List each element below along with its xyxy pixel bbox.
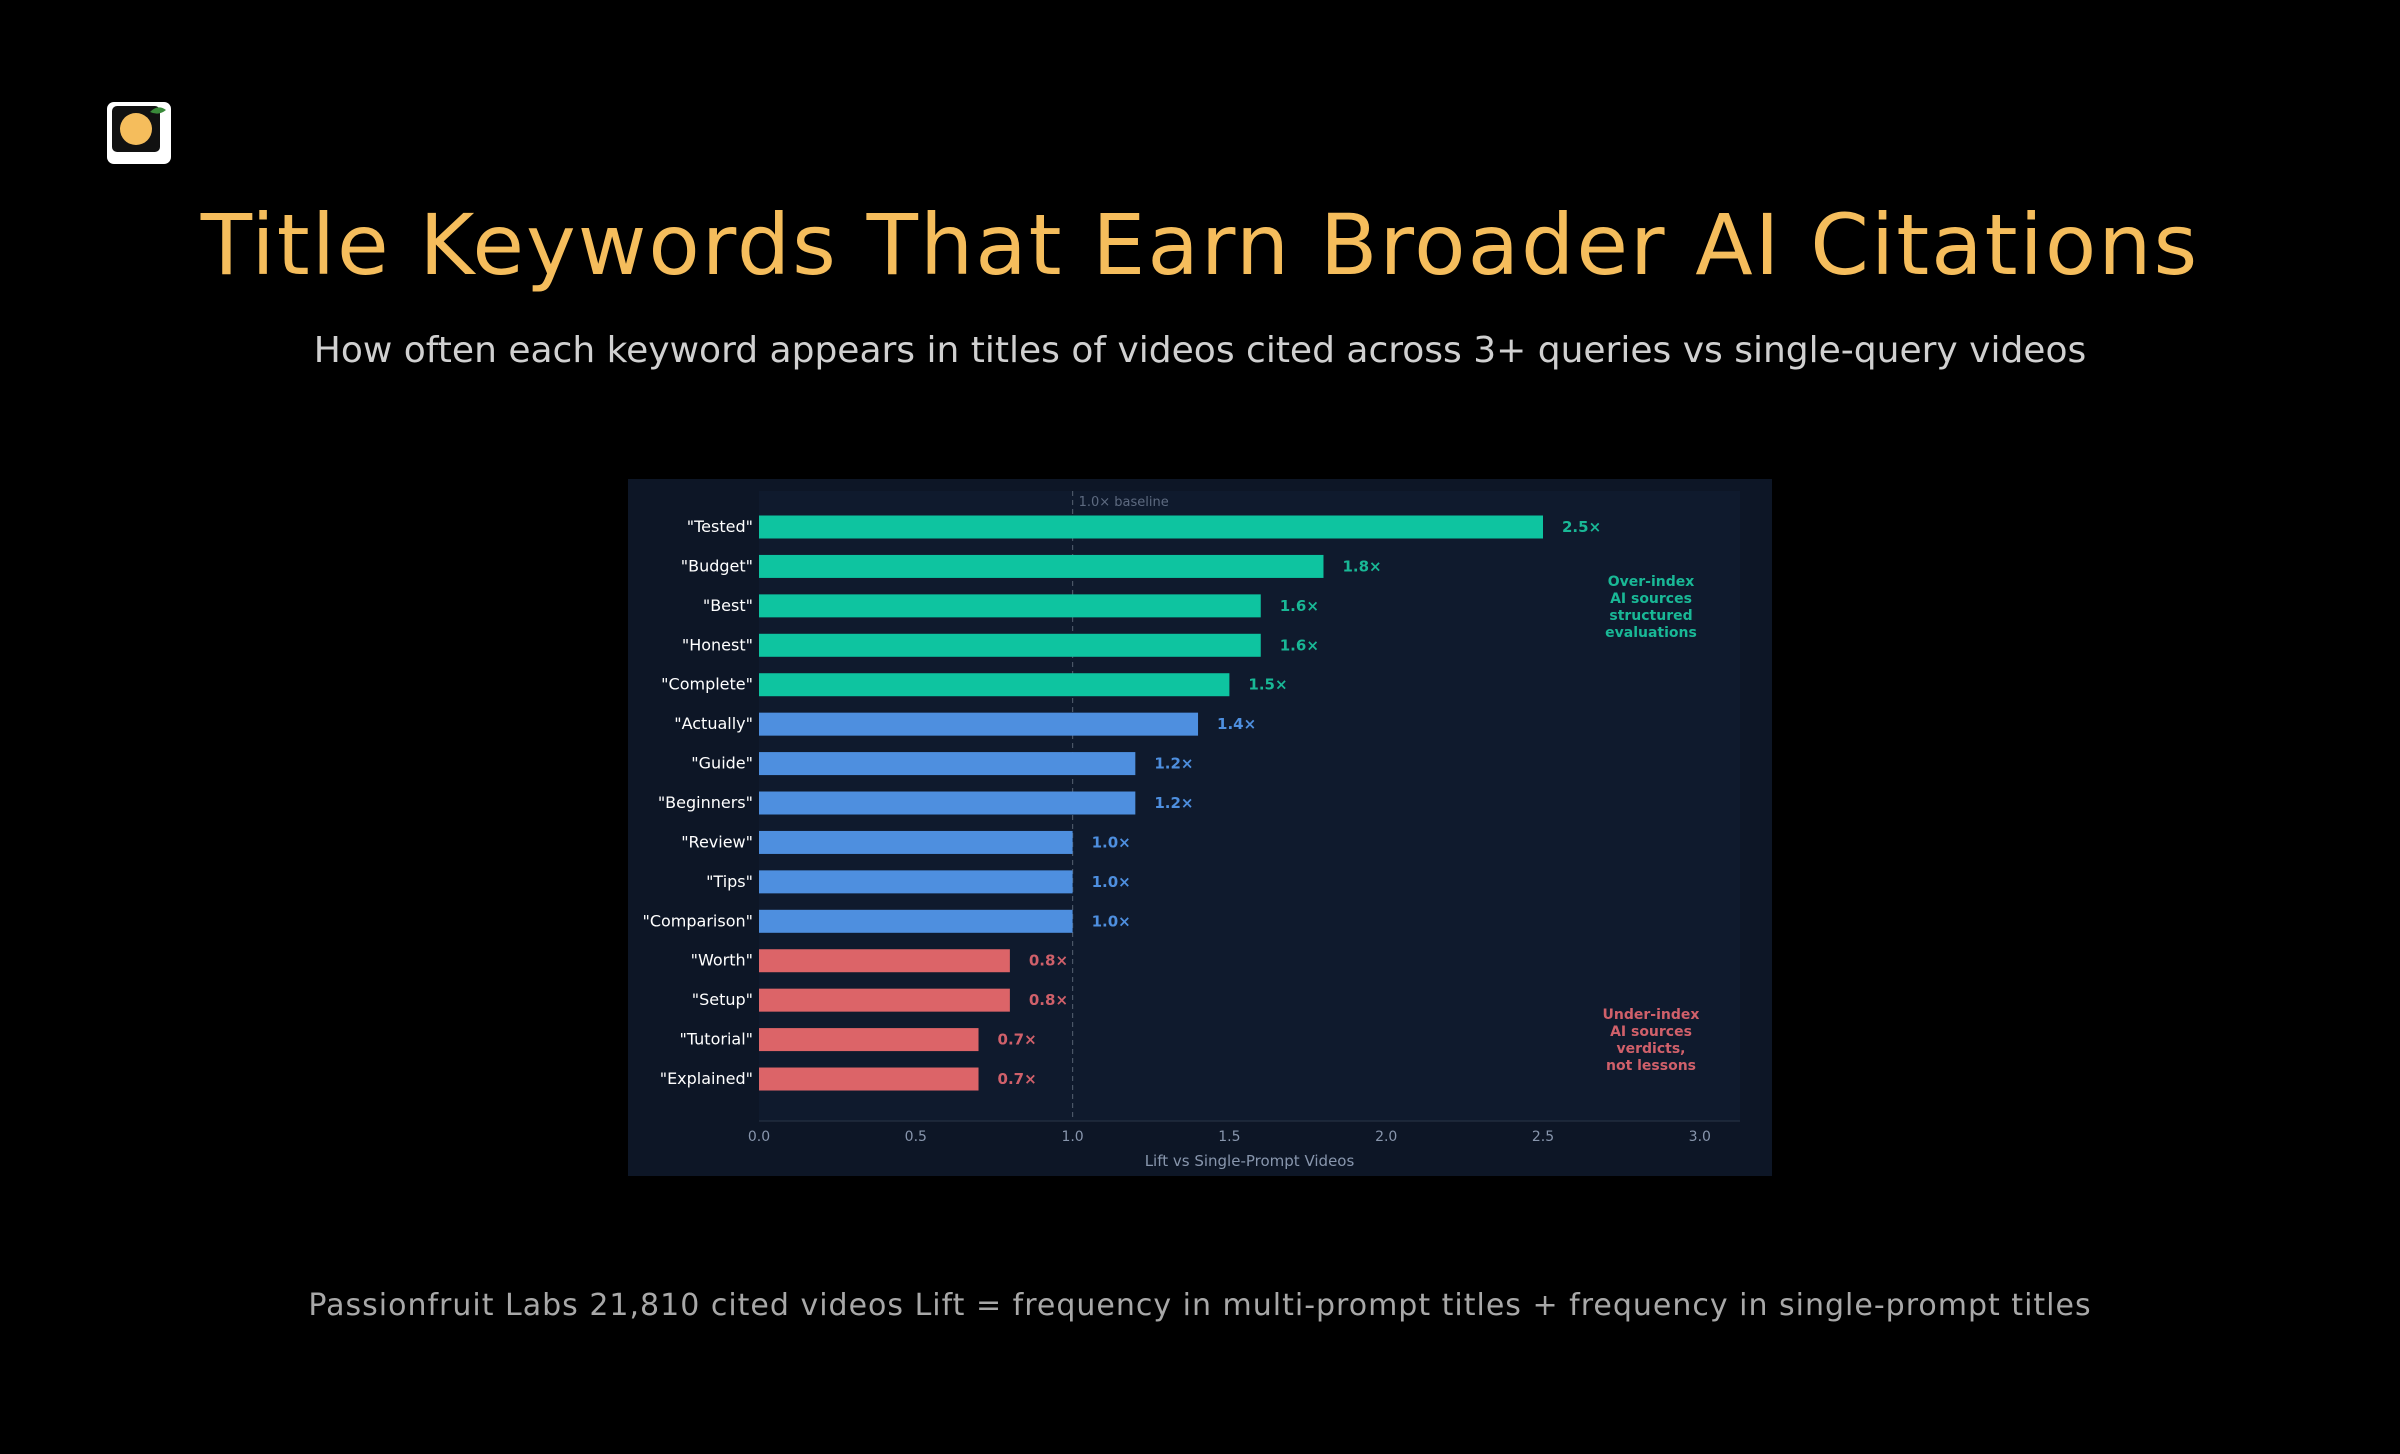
category-label: "Review" <box>681 832 753 851</box>
x-tick-label: 2.0 <box>1375 1129 1397 1145</box>
value-label: 1.6× <box>1280 597 1319 615</box>
bar <box>759 673 1230 697</box>
x-tick-label: 0.0 <box>748 1129 770 1145</box>
category-label: "Beginners" <box>658 793 753 812</box>
bar <box>759 988 1010 1012</box>
value-label: 1.8× <box>1342 557 1381 575</box>
bar <box>759 633 1261 657</box>
category-label: "Comparison" <box>642 911 753 930</box>
bar <box>759 712 1199 736</box>
value-label: 1.0× <box>1092 873 1131 891</box>
x-tick-label: 1.5 <box>1218 1129 1240 1145</box>
over-index-annotation: evaluations <box>1605 625 1697 641</box>
bar <box>759 594 1261 618</box>
bar <box>759 909 1073 933</box>
x-tick-label: 3.0 <box>1689 1129 1711 1145</box>
x-tick-label: 1.0 <box>1061 1129 1083 1145</box>
brand-logo-icon <box>104 98 176 168</box>
bar <box>759 752 1136 776</box>
baseline-label: 1.0× baseline <box>1079 495 1169 510</box>
under-index-annotation: verdicts, <box>1617 1041 1686 1057</box>
category-label: "Explained" <box>660 1069 753 1088</box>
x-tick-label: 2.5 <box>1532 1129 1554 1145</box>
value-label: 1.4× <box>1217 715 1256 733</box>
page-title: Title Keywords That Earn Broader AI Cita… <box>200 196 2200 294</box>
bar <box>759 554 1324 578</box>
value-label: 1.6× <box>1280 636 1319 654</box>
value-label: 1.5× <box>1248 676 1287 694</box>
bar <box>759 949 1010 973</box>
category-label: "Tips" <box>706 872 753 891</box>
under-index-annotation: AI sources <box>1610 1024 1692 1040</box>
category-label: "Best" <box>703 596 753 615</box>
value-label: 0.8× <box>1029 952 1068 970</box>
category-label: "Tested" <box>687 517 753 536</box>
value-label: 1.2× <box>1154 794 1193 812</box>
category-label: "Worth" <box>691 951 753 970</box>
value-label: 1.2× <box>1154 755 1193 773</box>
category-label: "Honest" <box>682 635 753 654</box>
x-tick-label: 0.5 <box>905 1129 927 1145</box>
over-index-annotation: AI sources <box>1610 591 1692 607</box>
x-axis-title: Lift vs Single-Prompt Videos <box>1145 1152 1355 1170</box>
value-label: 0.7× <box>998 1031 1037 1049</box>
source-footnote: Passionfruit Labs 21,810 cited videos Li… <box>308 1288 2092 1323</box>
lift-bar-chart: 1.0× baseline "Tested" 2.5× "Budget" 1.8× "Be… <box>628 479 1772 1176</box>
over-index-annotation: structured <box>1609 608 1692 624</box>
category-label: "Setup" <box>692 990 753 1009</box>
value-label: 0.8× <box>1029 991 1068 1009</box>
category-label: "Budget" <box>681 556 753 575</box>
page-subtitle: How often each keyword appears in titles… <box>313 330 2087 371</box>
bar <box>759 830 1073 854</box>
bar <box>759 1028 979 1052</box>
under-index-annotation: Under-index <box>1603 1007 1700 1023</box>
bar <box>759 1067 979 1091</box>
chart-panel: 1.0× baseline "Tested" 2.5× "Budget" 1.8× "Be… <box>628 479 1772 1176</box>
bar <box>759 870 1073 894</box>
value-label: 2.5× <box>1562 518 1601 536</box>
value-label: 1.0× <box>1092 912 1131 930</box>
under-index-annotation: not lessons <box>1606 1058 1696 1074</box>
bar <box>759 515 1543 539</box>
category-label: "Tutorial" <box>679 1030 753 1049</box>
value-label: 0.7× <box>998 1070 1037 1088</box>
category-label: "Complete" <box>661 675 753 694</box>
category-label: "Guide" <box>691 754 753 773</box>
bar <box>759 791 1136 815</box>
over-index-annotation: Over-index <box>1608 574 1695 590</box>
value-label: 1.0× <box>1092 833 1131 851</box>
category-label: "Actually" <box>674 714 753 733</box>
